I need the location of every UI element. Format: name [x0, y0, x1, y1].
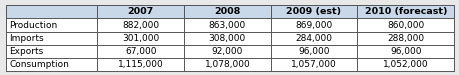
Bar [270, 45, 357, 58]
Text: 308,000: 308,000 [208, 34, 246, 43]
Bar [184, 5, 270, 18]
Bar [6, 45, 97, 58]
Bar [6, 32, 97, 45]
Bar [6, 5, 453, 71]
Text: 869,000: 869,000 [295, 21, 332, 30]
Bar [97, 18, 184, 32]
Bar [97, 5, 184, 18]
Text: 2009 (est): 2009 (est) [286, 7, 341, 16]
Text: 96,000: 96,000 [389, 47, 421, 56]
Text: 67,000: 67,000 [125, 47, 156, 56]
Text: 284,000: 284,000 [295, 34, 332, 43]
Bar [184, 18, 270, 32]
Bar [357, 58, 453, 71]
Text: 2010 (forecast): 2010 (forecast) [364, 7, 446, 16]
Bar [6, 18, 97, 32]
Text: 2007: 2007 [127, 7, 153, 16]
Text: Consumption: Consumption [9, 60, 69, 69]
Text: 1,078,000: 1,078,000 [204, 60, 250, 69]
Bar [357, 45, 453, 58]
Text: 882,000: 882,000 [122, 21, 159, 30]
Bar [97, 58, 184, 71]
Bar [357, 32, 453, 45]
Text: 1,057,000: 1,057,000 [291, 60, 336, 69]
Bar [6, 58, 97, 71]
Bar [97, 45, 184, 58]
Text: Production: Production [9, 21, 57, 30]
Bar [97, 32, 184, 45]
Bar [270, 18, 357, 32]
Text: 92,000: 92,000 [211, 47, 242, 56]
Text: 288,000: 288,000 [386, 34, 424, 43]
Bar [357, 5, 453, 18]
Text: 860,000: 860,000 [386, 21, 424, 30]
Bar [270, 5, 357, 18]
Text: Imports: Imports [9, 34, 44, 43]
Text: 863,000: 863,000 [208, 21, 246, 30]
Bar [270, 58, 357, 71]
Text: 1,115,000: 1,115,000 [118, 60, 163, 69]
Text: 96,000: 96,000 [297, 47, 329, 56]
Text: 2008: 2008 [214, 7, 240, 16]
Bar [184, 58, 270, 71]
Bar [270, 32, 357, 45]
Bar [6, 5, 97, 18]
Bar [357, 18, 453, 32]
Text: 301,000: 301,000 [122, 34, 159, 43]
Text: Exports: Exports [9, 47, 43, 56]
Text: 1,052,000: 1,052,000 [382, 60, 428, 69]
Bar [184, 32, 270, 45]
Bar [184, 45, 270, 58]
